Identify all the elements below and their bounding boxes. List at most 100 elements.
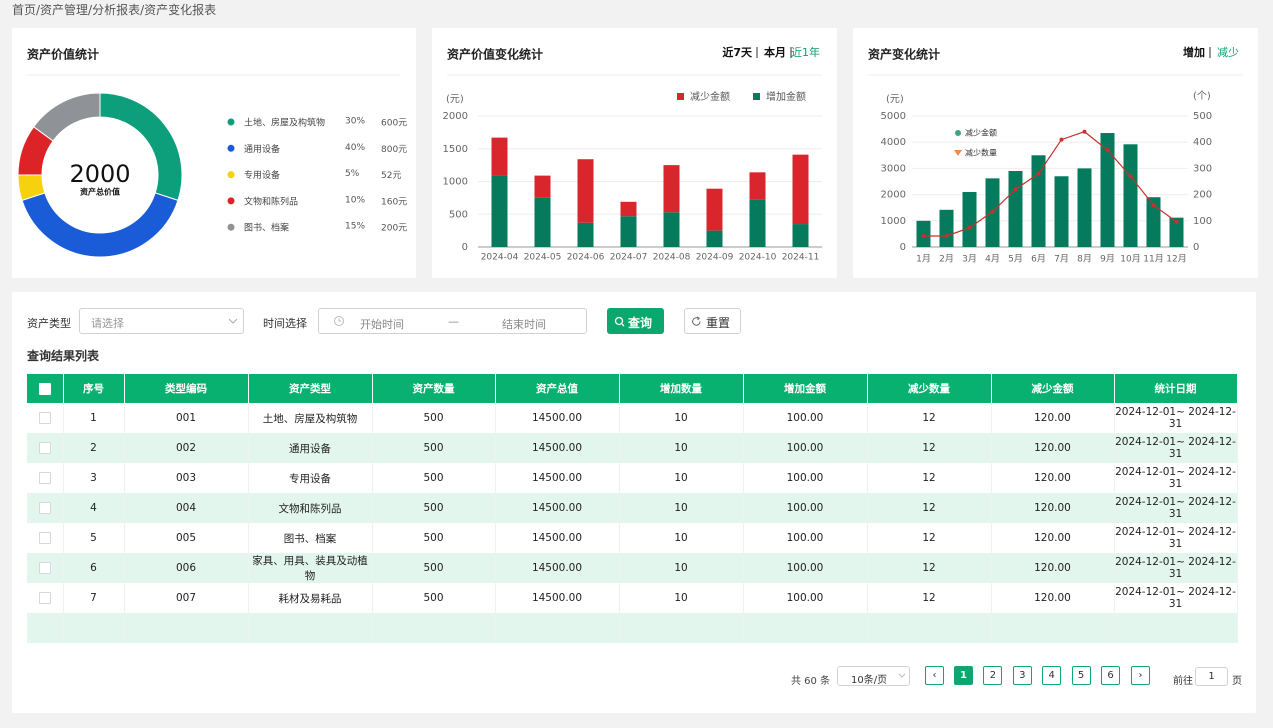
table-cell: 14500.00 — [495, 433, 620, 463]
y-tick-label: 2000 — [881, 190, 906, 201]
table-row: 6 006 家具、用具、装具及动植物 500 14500.00 10 100.00 12 120… — [27, 553, 1238, 583]
x-tick-label: 3月 — [962, 254, 977, 265]
amount-label: 600元 — [381, 119, 407, 129]
table-cell: 002 — [124, 433, 249, 463]
table-cell: 7 — [63, 583, 125, 613]
header-cell: 类型编码 — [124, 374, 249, 403]
value-label: 5% — [345, 169, 360, 179]
bar-segment — [663, 165, 680, 213]
y-tick-label: 1000 — [881, 216, 906, 227]
button-label: 重置 — [706, 316, 731, 330]
table-cell — [27, 433, 64, 463]
table-cell: 通用设备 — [248, 433, 373, 463]
table-cell: 2024-12-01~ 2024-12-31 — [1114, 433, 1238, 463]
next-button[interactable]: › — [1131, 666, 1150, 685]
amount-label: 160元 — [381, 197, 407, 207]
table-cell: 100.00 — [743, 403, 868, 433]
reset-button[interactable]: 重置 — [684, 308, 741, 334]
x-tick-label: 12月 — [1166, 254, 1186, 265]
bar-segment — [792, 154, 809, 225]
center-value: 2000 — [69, 160, 130, 188]
line-point — [1105, 148, 1110, 153]
tab[interactable]: 增加 — [1183, 45, 1205, 59]
y2-unit: (个) — [1193, 90, 1211, 102]
table-cell: 家具、用具、装具及动植物 — [248, 553, 373, 583]
card-title: 资产价值变化统计 — [447, 47, 543, 62]
legend-label: 增加金额 — [766, 90, 806, 103]
table-row: 7 007 耗材及易耗品 500 14500.00 10 100.00 12 120.00 202… — [27, 583, 1238, 613]
table-cell — [27, 613, 64, 643]
page-button[interactable]: 5 — [1071, 666, 1091, 685]
line-point — [1059, 137, 1064, 142]
bar — [1008, 171, 1023, 247]
type-select[interactable]: 请选择 — [79, 308, 244, 334]
page-button[interactable]: 3 — [1012, 666, 1032, 685]
line-point — [1082, 129, 1087, 134]
table-cell — [619, 613, 744, 643]
checkbox[interactable] — [38, 412, 51, 424]
table-cell: 2024-12-01~ 2024-12-31 — [1114, 463, 1238, 493]
legend-marker — [954, 150, 962, 156]
search-button[interactable]: 查询 — [607, 308, 664, 334]
tab[interactable]: 近1年 — [791, 45, 820, 59]
table-cell: 100.00 — [743, 433, 868, 463]
header-cell: 资产总值 — [495, 374, 620, 403]
table-cell — [991, 613, 1115, 643]
tab[interactable]: 近7天 — [722, 45, 753, 59]
goto-input[interactable]: 1 — [1195, 667, 1228, 686]
date-range[interactable]: 开始时间 — 结束时间 — [318, 308, 587, 334]
total: 共 60 条 — [791, 676, 831, 687]
table-cell: 5 — [63, 523, 125, 553]
table-cell: 100.00 — [743, 463, 868, 493]
breadcrumb: 首页/资产管理/分析报表/资产变化报表 — [12, 3, 217, 17]
page-button[interactable]: 2 — [983, 666, 1003, 685]
legend-label: 图书、档案 — [244, 222, 289, 234]
table-cell: 10 — [619, 553, 744, 583]
table-cell: 专用设备 — [248, 463, 373, 493]
card-donut: 资产价值统计 土地、房屋及构筑物 30% 600元 通用设备 40% 800元 专用设备 5% 5… — [12, 28, 416, 278]
x-tick-label: 2024-09 — [696, 253, 734, 263]
table-cell: 耗材及易耗品 — [248, 583, 373, 613]
checkbox[interactable] — [38, 562, 51, 574]
x-tick-label: 2024-07 — [610, 253, 648, 263]
table-cell: 2024-12-01~ 2024-12-31 — [1114, 553, 1238, 583]
x-tick-label: 9月 — [1100, 254, 1115, 265]
table-cell: 12 — [867, 523, 992, 553]
filter-label: 时间选择 — [263, 317, 307, 330]
x-tick-label: 2月 — [939, 254, 954, 265]
table-cell: 120.00 — [991, 403, 1115, 433]
checkbox[interactable] — [38, 472, 51, 484]
y-tick-label: 0 — [900, 242, 906, 253]
center-label: 资产总价值 — [80, 187, 120, 197]
bar-segment — [706, 188, 723, 231]
table-cell: 500 — [372, 493, 496, 523]
page-size-select[interactable]: 10条/页 — [837, 666, 910, 686]
checkbox[interactable] — [38, 382, 51, 395]
page-button[interactable]: 1 — [954, 666, 973, 685]
y-tick-label: 1500 — [443, 144, 468, 155]
goto-label: 前往 — [1173, 676, 1193, 687]
table-cell: 2024-12-01~ 2024-12-31 — [1114, 403, 1238, 433]
prev-button[interactable]: ‹ — [925, 666, 944, 685]
checkbox[interactable] — [38, 532, 51, 544]
y2-tick-label: 200 — [1193, 190, 1212, 201]
x-tick-label: 2024-08 — [653, 253, 691, 263]
checkbox[interactable] — [38, 502, 51, 514]
table-cell: 14500.00 — [495, 553, 620, 583]
page-button[interactable]: 6 — [1101, 666, 1120, 685]
table-cell: 2024-12-01~ 2024-12-31 — [1114, 583, 1238, 613]
card-bar: 资产价值变化统计 近7天 本月 近1年 (元) 0 500 1000 1500 2000 减少金额 增… — [432, 28, 837, 278]
x-tick-label: 8月 — [1077, 254, 1092, 265]
checkbox[interactable] — [38, 592, 51, 604]
y-tick-label: 1000 — [443, 177, 468, 188]
table-cell: 10 — [619, 463, 744, 493]
tab[interactable]: 减少 — [1217, 46, 1239, 59]
line-point — [1151, 203, 1156, 208]
tab[interactable]: 本月 — [764, 45, 786, 59]
header-row: 序号 类型编码 资产类型 资产数量 资产总值 增加数量 增加金额 减少数量 减少金额 统计日期 — [27, 374, 1238, 403]
table-cell: 120.00 — [991, 433, 1115, 463]
table-cell: 文物和陈列品 — [248, 493, 373, 523]
page-button[interactable]: 4 — [1042, 666, 1062, 685]
checkbox[interactable] — [38, 442, 51, 454]
